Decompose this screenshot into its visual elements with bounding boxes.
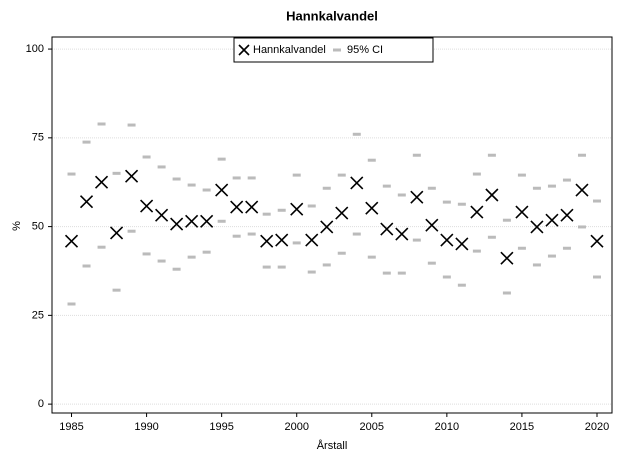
x-tick-label: 2005 — [360, 421, 384, 433]
point — [290, 202, 304, 216]
point — [230, 200, 244, 214]
x-tick-label: 1990 — [134, 421, 158, 433]
point — [155, 208, 169, 222]
point — [64, 234, 79, 248]
point — [94, 175, 109, 189]
point — [260, 234, 274, 248]
point — [560, 208, 574, 222]
point — [170, 217, 184, 231]
x-tick-label: 2020 — [585, 421, 609, 433]
x-tick-label: 1985 — [59, 421, 83, 433]
chart-title: Hannkalvandel — [286, 8, 378, 23]
point — [275, 233, 289, 247]
legend-label: Hannkalvandel — [253, 44, 326, 56]
point — [515, 205, 529, 219]
y-tick-label: 75 — [32, 132, 44, 144]
point — [140, 199, 154, 213]
point — [395, 227, 409, 241]
point — [500, 251, 514, 265]
point — [470, 205, 484, 219]
point — [380, 222, 394, 236]
y-tick-label: 100 — [26, 43, 44, 55]
point — [79, 195, 94, 209]
x-tick-label: 2010 — [435, 421, 459, 433]
point — [305, 233, 319, 247]
point — [200, 214, 214, 228]
point — [185, 214, 199, 228]
point — [590, 234, 604, 248]
x-tick-label: 2000 — [284, 421, 308, 433]
point — [425, 218, 439, 232]
point — [455, 237, 469, 251]
point — [245, 200, 259, 214]
point — [350, 176, 364, 190]
point — [365, 201, 379, 215]
point — [215, 183, 229, 197]
point — [530, 220, 544, 234]
point — [545, 213, 559, 227]
point — [320, 220, 334, 234]
point — [109, 226, 124, 240]
x-tick-label: 1995 — [209, 421, 233, 433]
point — [440, 233, 454, 247]
y-tick-label: 0 — [38, 398, 44, 410]
y-tick-label: 25 — [32, 309, 44, 321]
legend-marker — [238, 44, 250, 56]
x-tick-label: 2015 — [510, 421, 534, 433]
plot-frame — [51, 36, 613, 414]
y-tick-label: 50 — [32, 221, 44, 233]
x-axis-label: Årstall — [317, 439, 348, 452]
point — [125, 169, 139, 183]
point — [575, 183, 589, 197]
point — [335, 206, 349, 220]
legend-label: 95% CI — [347, 44, 383, 56]
point — [485, 188, 499, 202]
y-axis-label: % — [11, 221, 23, 231]
point — [410, 190, 424, 204]
